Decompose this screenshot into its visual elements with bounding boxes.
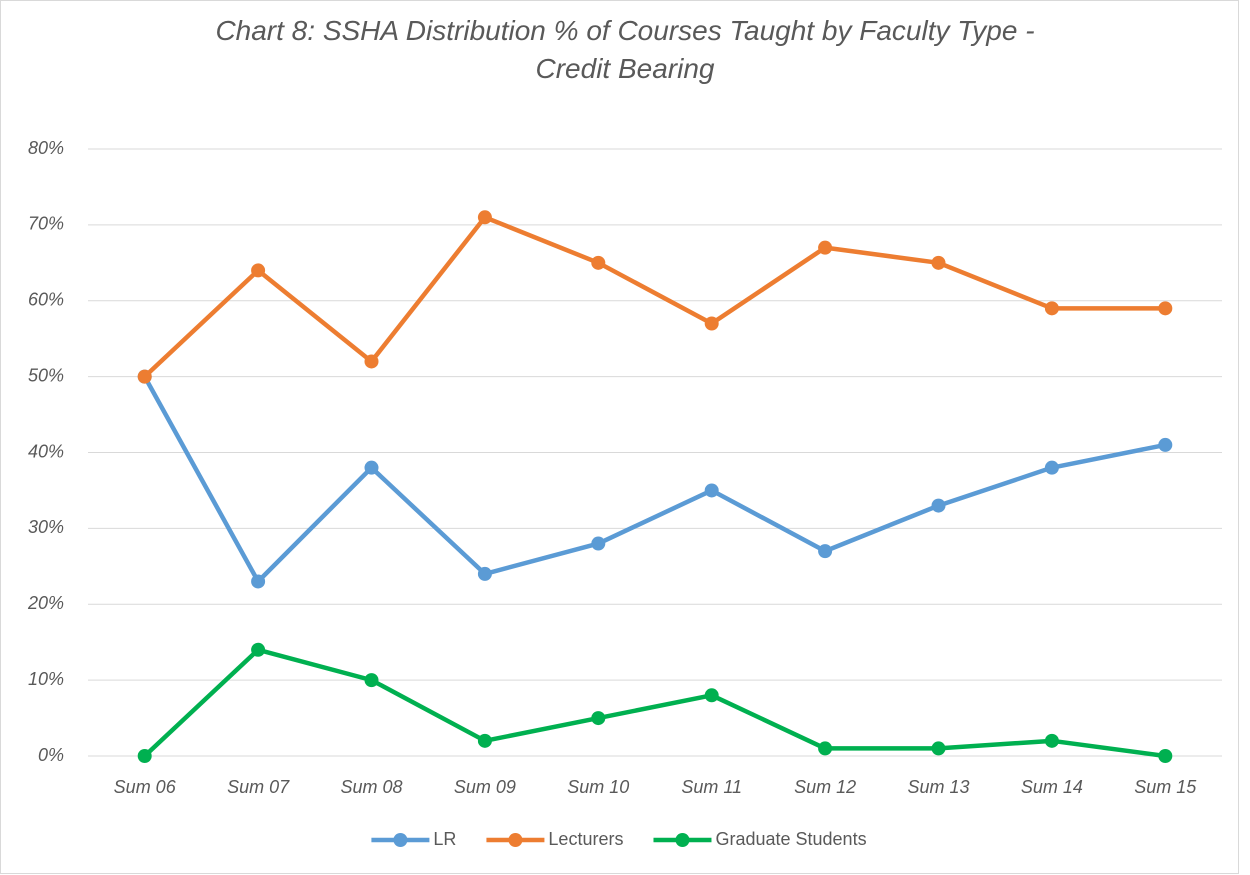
x-tick-label: Sum 11 [681,777,742,797]
legend-marker [508,833,523,847]
legend-marker [675,833,690,847]
x-tick-label: Sum 06 [114,777,177,797]
series-line [142,375,1166,584]
x-tick-label: Sum 14 [1021,777,1083,797]
y-tick-label: 50% [28,365,64,385]
data-point [1158,437,1173,452]
data-point [931,255,946,270]
data-point [477,733,492,748]
legend-label: LR [433,829,456,849]
x-tick-label: Sum 15 [1134,777,1197,797]
data-point [364,673,379,688]
data-point [364,354,379,369]
data-point [251,574,266,589]
data-point [137,369,152,384]
x-tick-label: Sum 10 [567,777,629,797]
data-point [704,688,719,703]
data-point [1158,301,1173,316]
x-tick-label: Sum 09 [454,777,516,797]
series-line [143,215,1166,379]
legend-marker [393,833,408,847]
data-point [251,263,266,278]
y-tick-label: 60% [28,290,64,310]
data-point [1044,460,1059,475]
y-tick-label: 0% [38,745,64,765]
x-tick-label: Sum 12 [794,777,856,797]
data-point [591,711,606,726]
y-tick-label: 80% [28,138,64,158]
data-point [477,566,492,581]
data-point [818,240,833,255]
legend-label: Graduate Students [715,829,866,849]
data-point [251,642,266,657]
chart-title: Chart 8: SSHA Distribution % of Courses … [215,15,1035,84]
data-point [137,749,152,763]
data-point [818,741,833,756]
series-line [143,647,1166,759]
x-tick-label: Sum 07 [227,777,290,797]
y-tick-label: 10% [28,669,64,689]
x-tick-label: Sum 08 [340,777,402,797]
data-point [931,741,946,756]
x-tick-label: Sum 13 [907,777,969,797]
data-point [364,460,379,475]
data-point [1158,749,1173,763]
data-point [704,316,719,331]
data-point [818,544,833,559]
data-point [704,483,719,498]
y-tick-label: 30% [28,517,64,537]
legend-label: Lecturers [548,829,623,849]
data-point [931,498,946,513]
data-point [1044,301,1059,316]
data-point [591,536,606,551]
y-tick-label: 20% [27,593,64,613]
data-point [1044,733,1059,748]
y-tick-label: 40% [28,441,64,461]
data-point [477,210,492,225]
data-point [591,255,606,270]
y-tick-label: 70% [28,214,64,234]
